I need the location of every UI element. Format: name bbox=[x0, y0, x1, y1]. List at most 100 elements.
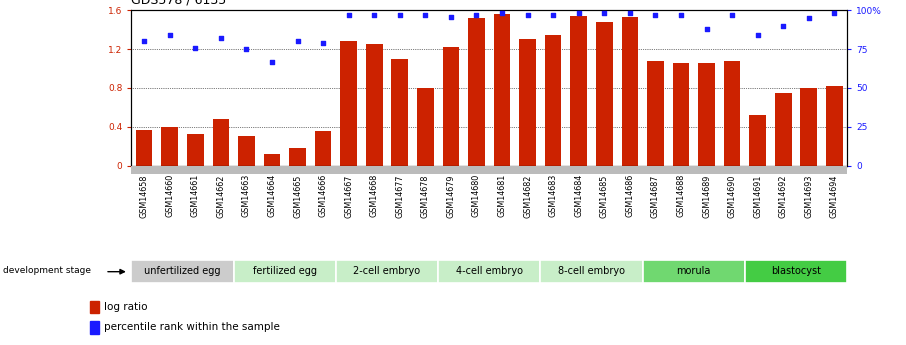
Text: morula: morula bbox=[677, 266, 711, 276]
Bar bbox=[622, 17, 638, 166]
Point bbox=[802, 15, 816, 21]
Text: GSM14691: GSM14691 bbox=[753, 174, 762, 218]
Bar bbox=[131, 260, 234, 283]
Bar bbox=[468, 18, 485, 166]
Text: blastocyst: blastocyst bbox=[771, 266, 821, 276]
Text: GSM14658: GSM14658 bbox=[140, 174, 149, 218]
Text: GSM14663: GSM14663 bbox=[242, 174, 251, 217]
Point bbox=[776, 23, 790, 29]
Bar bbox=[161, 127, 178, 166]
Bar bbox=[136, 130, 152, 166]
Bar bbox=[90, 301, 99, 313]
Bar bbox=[749, 115, 766, 166]
Point bbox=[546, 12, 561, 18]
Text: GSM14682: GSM14682 bbox=[523, 174, 532, 218]
Point bbox=[648, 12, 662, 18]
Text: GSM14662: GSM14662 bbox=[217, 174, 226, 218]
Text: GSM14681: GSM14681 bbox=[497, 174, 506, 217]
Text: GSM14685: GSM14685 bbox=[600, 174, 609, 218]
Point bbox=[444, 14, 458, 19]
Point bbox=[342, 12, 356, 18]
Bar bbox=[391, 59, 408, 166]
Text: fertilized egg: fertilized egg bbox=[253, 266, 317, 276]
Bar bbox=[90, 321, 99, 334]
Point bbox=[827, 11, 842, 16]
Point bbox=[239, 47, 254, 52]
Bar bbox=[213, 119, 229, 166]
Text: GSM14678: GSM14678 bbox=[420, 174, 429, 218]
Point bbox=[367, 12, 381, 18]
Text: GSM14693: GSM14693 bbox=[805, 174, 814, 218]
Bar bbox=[234, 260, 336, 283]
Text: GSM14690: GSM14690 bbox=[728, 174, 737, 218]
Point bbox=[674, 12, 689, 18]
Point bbox=[162, 32, 177, 38]
Bar bbox=[699, 63, 715, 166]
Text: development stage: development stage bbox=[3, 266, 91, 275]
Text: GSM14684: GSM14684 bbox=[574, 174, 583, 217]
Text: unfertilized egg: unfertilized egg bbox=[144, 266, 221, 276]
Bar bbox=[417, 88, 434, 166]
Point bbox=[572, 11, 586, 16]
Bar bbox=[647, 61, 664, 166]
Point bbox=[495, 11, 509, 16]
Bar bbox=[826, 86, 843, 166]
Bar bbox=[238, 137, 255, 166]
Text: GSM14688: GSM14688 bbox=[677, 174, 686, 217]
Text: percentile rank within the sample: percentile rank within the sample bbox=[104, 322, 280, 332]
Text: 2-cell embryo: 2-cell embryo bbox=[353, 266, 420, 276]
Bar bbox=[519, 39, 535, 166]
Text: GSM14661: GSM14661 bbox=[191, 174, 200, 217]
Bar bbox=[187, 134, 204, 166]
Point bbox=[418, 12, 432, 18]
Bar bbox=[314, 131, 332, 166]
Text: GSM14687: GSM14687 bbox=[651, 174, 660, 218]
Point bbox=[188, 45, 203, 50]
Point bbox=[214, 36, 228, 41]
Text: 8-cell embryo: 8-cell embryo bbox=[558, 266, 625, 276]
Text: GSM14694: GSM14694 bbox=[830, 174, 839, 218]
Bar bbox=[264, 154, 280, 166]
Point bbox=[290, 39, 304, 44]
Text: GSM14680: GSM14680 bbox=[472, 174, 481, 217]
Point bbox=[392, 12, 407, 18]
Bar bbox=[341, 41, 357, 166]
Bar bbox=[366, 44, 382, 166]
Bar bbox=[775, 93, 792, 166]
Text: GSM14665: GSM14665 bbox=[293, 174, 302, 218]
Bar bbox=[289, 148, 306, 166]
Text: GSM14683: GSM14683 bbox=[549, 174, 558, 217]
Bar bbox=[672, 63, 689, 166]
Text: GSM14664: GSM14664 bbox=[267, 174, 276, 217]
Text: GSM14660: GSM14660 bbox=[165, 174, 174, 217]
Text: GSM14666: GSM14666 bbox=[319, 174, 328, 217]
Bar bbox=[494, 14, 510, 166]
Text: GSM14668: GSM14668 bbox=[370, 174, 379, 217]
Text: GSM14677: GSM14677 bbox=[395, 174, 404, 218]
Bar bbox=[439, 260, 540, 283]
Bar bbox=[801, 88, 817, 166]
Point bbox=[622, 11, 637, 16]
Point bbox=[699, 26, 714, 32]
Text: GSM14689: GSM14689 bbox=[702, 174, 711, 218]
Text: GDS578 / 6135: GDS578 / 6135 bbox=[131, 0, 226, 7]
Point bbox=[316, 40, 331, 46]
Bar bbox=[745, 260, 847, 283]
Point bbox=[469, 12, 484, 18]
Point bbox=[137, 39, 151, 44]
Bar bbox=[571, 16, 587, 166]
Point bbox=[725, 12, 739, 18]
Bar bbox=[596, 22, 612, 166]
Text: 4-cell embryo: 4-cell embryo bbox=[456, 266, 523, 276]
Text: GSM14679: GSM14679 bbox=[447, 174, 456, 218]
Bar bbox=[642, 260, 745, 283]
Point bbox=[597, 11, 612, 16]
Text: log ratio: log ratio bbox=[104, 302, 148, 312]
Bar bbox=[724, 61, 740, 166]
Text: GSM14692: GSM14692 bbox=[778, 174, 787, 218]
Point bbox=[265, 59, 279, 64]
Text: GSM14667: GSM14667 bbox=[344, 174, 353, 218]
Point bbox=[520, 12, 535, 18]
Bar bbox=[540, 260, 642, 283]
Point bbox=[750, 32, 765, 38]
